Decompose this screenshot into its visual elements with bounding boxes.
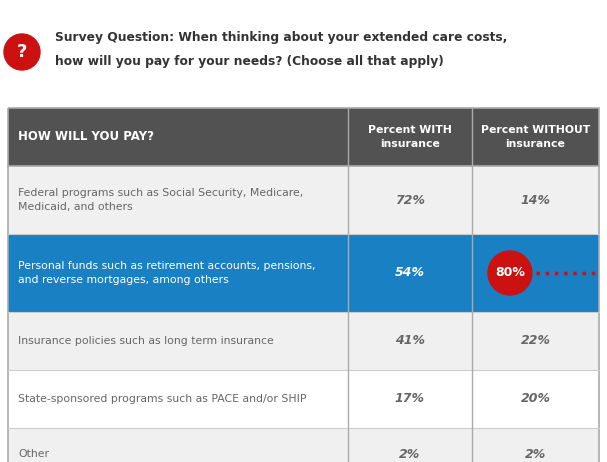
Bar [8, 312, 599, 370]
Text: 72%: 72% [395, 194, 425, 207]
Text: HOW WILL YOU PAY?: HOW WILL YOU PAY? [18, 130, 154, 144]
Text: 41%: 41% [395, 334, 425, 347]
Text: Federal programs such as Social Security, Medicare,
Medicaid, and others: Federal programs such as Social Security… [18, 188, 303, 212]
Text: State-sponsored programs such as PACE and/or SHIP: State-sponsored programs such as PACE an… [18, 394, 307, 404]
Bar [8, 428, 599, 462]
Text: 22%: 22% [520, 334, 551, 347]
Text: 80%: 80% [495, 267, 525, 280]
Bar [8, 234, 599, 312]
Bar [8, 370, 599, 428]
Text: 54%: 54% [395, 267, 425, 280]
Text: 20%: 20% [520, 393, 551, 406]
Circle shape [4, 34, 40, 70]
Text: 2%: 2% [525, 448, 546, 461]
Text: Personal funds such as retirement accounts, pensions,
and reverse mortgages, amo: Personal funds such as retirement accoun… [18, 261, 316, 285]
Bar [8, 108, 599, 462]
Text: Survey Question: When thinking about your extended care costs,: Survey Question: When thinking about you… [55, 31, 507, 44]
Text: ?: ? [17, 43, 27, 61]
Text: Insurance policies such as long term insurance: Insurance policies such as long term ins… [18, 336, 274, 346]
Text: Percent WITHOUT
insurance: Percent WITHOUT insurance [481, 125, 590, 149]
Text: 14%: 14% [520, 194, 551, 207]
Bar [8, 166, 599, 234]
Text: how will you pay for your needs? (Choose all that apply): how will you pay for your needs? (Choose… [55, 55, 444, 68]
Circle shape [488, 251, 532, 295]
Text: 17%: 17% [395, 393, 425, 406]
Text: Other: Other [18, 449, 49, 459]
Text: Percent WITH
insurance: Percent WITH insurance [368, 125, 452, 149]
Bar [8, 108, 599, 166]
Text: 2%: 2% [399, 448, 421, 461]
